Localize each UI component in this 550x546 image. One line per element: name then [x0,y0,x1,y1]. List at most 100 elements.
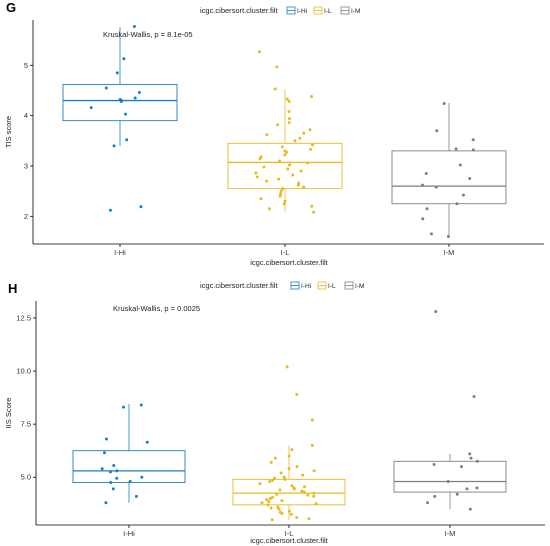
data-point [306,493,310,497]
data-point [295,516,299,520]
y-axis-ticks: 2 3 4 5 [24,61,33,221]
data-point [273,476,277,480]
data-point [454,147,458,151]
legend-item: I-Hi [290,281,311,290]
data-point [115,476,119,480]
iqr-box [227,142,343,190]
data-point [287,467,291,471]
data-point [112,464,116,468]
data-point [312,469,316,473]
data-point [285,365,289,369]
data-point [102,451,106,455]
data-point [288,163,292,167]
data-point [293,139,297,143]
x-axis-title: icgc.cibersort.cluster.filt [250,258,328,267]
data-point [283,199,287,203]
data-point [300,489,304,493]
data-point [280,499,284,503]
y-axis-title: TIS score [4,116,13,148]
y-tick-label: 4 [24,111,28,120]
panel-h: H icgc.cibersort.cluster.filt I-Hi I-L I-M… [0,273,550,546]
data-point [292,487,296,491]
data-point [125,138,129,142]
data-point [285,97,289,101]
data-point [254,171,258,175]
data-point [128,479,132,483]
data-point [279,471,283,475]
data-point [277,507,281,511]
plot-area [62,25,507,238]
legend-title: icgc.cibersort.cluster.filt [200,281,278,290]
data-point [275,65,279,69]
data-point [302,131,306,135]
y-axis-title: IIS Score [4,398,13,429]
iqr-box [72,450,186,483]
data-point [266,503,270,507]
data-point [434,310,438,314]
data-point [137,90,141,94]
data-point [295,392,299,396]
legend-title: icgc.cibersort.cluster.filt [200,6,278,15]
data-point [265,498,269,502]
data-point [472,395,476,399]
x-axis-ticks: I-Hi I-L I-M [123,525,455,538]
panel-g: G icgc.cibersort.cluster.filt I-Hi I-L I-M… [4,0,544,267]
data-point [425,207,429,211]
data-point [310,204,314,208]
data-point [132,25,136,29]
data-point [309,147,313,151]
box-group [227,50,343,214]
data-point [425,501,429,505]
data-point [278,488,282,492]
data-point [104,437,108,441]
data-point [424,172,428,176]
data-point [267,207,271,211]
iis-score-boxplot: H icgc.cibersort.cluster.filt I-Hi I-L I-M… [4,281,545,545]
data-point [276,123,280,127]
data-point [312,491,316,495]
data-point [280,511,284,515]
data-point [429,232,433,236]
data-point [310,443,314,447]
data-point [282,202,286,206]
data-point [287,110,291,114]
data-point [475,459,479,463]
data-point [122,57,126,61]
panel-label: H [8,281,17,296]
data-point [290,448,294,452]
data-point [269,460,273,464]
data-point [255,175,259,179]
iqr-box [232,478,346,506]
data-point [468,177,472,181]
legend-label: I-Hi [301,283,311,290]
data-point [121,405,125,409]
data-point [108,208,112,212]
data-point [278,194,282,198]
data-point [270,518,274,522]
data-point [312,494,316,498]
data-point [287,117,291,121]
data-point [312,210,316,214]
data-point [133,96,137,100]
iqr-box [391,150,507,205]
data-point [458,163,462,167]
y-axis-ticks: 5.0 7.5 10.0 12.5 [16,313,36,482]
data-point [291,173,295,177]
data-point [289,512,293,516]
data-point [455,492,459,496]
panel-label: G [6,0,16,15]
data-point [134,494,138,498]
plot-area [72,310,507,522]
kruskal-wallis-annotation: Kruskal-Wallis, p = 8.1e-05 [103,30,193,39]
legend-label: I-M [351,8,360,15]
legend-label: I-M [355,283,364,290]
data-point [435,129,439,133]
data-point [109,481,113,485]
data-point [309,95,313,99]
data-point [461,193,465,197]
box-group [72,403,186,505]
data-point [302,490,306,494]
data-point [298,136,302,140]
y-tick-label: 7.5 [21,420,31,429]
data-point [115,71,119,75]
